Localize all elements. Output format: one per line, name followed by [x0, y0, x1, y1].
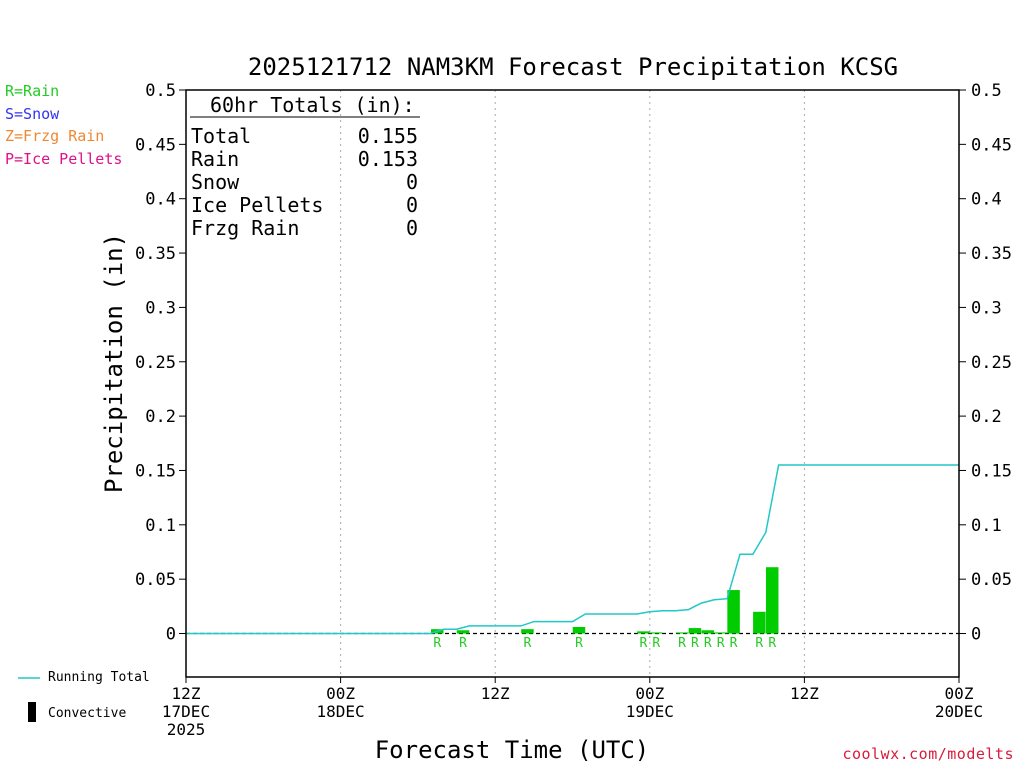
legend-ice-pellets: P=Ice Pellets — [5, 149, 123, 168]
totals-value-rain: 0.153 — [358, 147, 418, 171]
chart-title: 2025121712 NAM3KM Forecast Precipitation… — [248, 53, 898, 81]
precip-bar — [675, 632, 689, 634]
y-tick-label-right: 0.45 — [971, 135, 1012, 155]
precip-bar — [456, 630, 470, 634]
y-tick-label-right: 0.1 — [971, 516, 1002, 536]
precip-type-letter: R — [691, 636, 699, 651]
precip-type-legend: R=Rain S=Snow Z=Frzg Rain P=Ice Pellets — [5, 80, 122, 170]
y-tick-label-right: 0.5 — [971, 81, 1002, 101]
legend-frzg-rain: Z=Frzg Rain — [5, 127, 105, 145]
x-tick-label: 00Z — [945, 684, 974, 703]
x-tick-label: 2025 — [167, 720, 206, 739]
totals-value-snow: 0 — [406, 170, 418, 194]
y-tick-label-right: 0.4 — [971, 190, 1002, 210]
x-tick-label: 12Z — [172, 684, 201, 703]
precip-type-letter: R — [459, 636, 467, 651]
precip-type-letter: R — [639, 636, 647, 651]
x-tick-label: 00Z — [326, 684, 355, 703]
x-tick-label: 17DEC — [162, 702, 210, 721]
y-tick-label-right: 0.25 — [971, 353, 1012, 373]
totals-label-ice-pellets: Ice Pellets — [191, 193, 323, 217]
x-tick-label: 18DEC — [317, 702, 365, 721]
y-tick-label-left: 0.2 — [145, 407, 176, 427]
y-tick-label-left: 0.45 — [135, 135, 176, 155]
y-tick-label-right: 0.15 — [971, 461, 1012, 481]
y-tick-label-left: 0.35 — [135, 244, 176, 264]
precip-type-letter: R — [652, 636, 660, 651]
precip-bar — [650, 632, 663, 634]
precip-bar — [753, 611, 766, 634]
y-tick-label-left: 0.4 — [145, 190, 176, 210]
precip-bar — [714, 632, 727, 634]
precip-type-letter: R — [755, 636, 763, 651]
totals-value-ice-pellets: 0 — [406, 193, 418, 217]
x-tick-label: 12Z — [790, 684, 819, 703]
totals-label-rain: Rain — [191, 147, 239, 171]
precip-type-letter: R — [678, 636, 686, 651]
y-tick-label-right: 0.35 — [971, 244, 1012, 264]
running-total-line-group — [186, 464, 959, 635]
y-tick-label-left: 0.1 — [145, 516, 176, 536]
precip-type-letter: R — [575, 636, 583, 651]
x-tick-label: 00Z — [635, 684, 664, 703]
y-axis-label: Precipitation (in) — [100, 233, 128, 493]
totals-box: 60hr Totals (in): Total 0.155 Rain 0.153… — [190, 93, 420, 240]
x-tick-label: 12Z — [481, 684, 510, 703]
precip-bar — [637, 631, 650, 634]
totals-label-total: Total — [191, 124, 251, 148]
totals-heading: 60hr Totals (in): — [210, 93, 415, 117]
totals-label-snow: Snow — [191, 170, 240, 194]
precip-type-letter: R — [730, 636, 738, 651]
y-tick-label-left: 0 — [166, 625, 176, 645]
precip-type-letter: R — [524, 636, 532, 651]
y-tick-label-left: 0.5 — [145, 81, 176, 101]
precip-type-letter: R — [717, 636, 725, 651]
precip-bar — [727, 590, 740, 634]
y-tick-label-left: 0.15 — [135, 461, 176, 481]
y-axis-ticks: 0 00.05 0.050.1 0.10.15 0.150.2 0.20.25 0.250.… — [135, 81, 1012, 645]
running-total-line — [186, 464, 959, 635]
y-tick-label-right: 0.05 — [971, 570, 1012, 590]
legend-rain: R=Rain — [5, 82, 60, 100]
precip-type-letter: R — [768, 636, 776, 651]
y-tick-label-right: 0 — [971, 625, 981, 645]
y-tick-label-left: 0.25 — [135, 353, 176, 373]
precip-bar — [688, 628, 702, 634]
precip-bar — [521, 629, 534, 634]
grid-lines — [340, 90, 805, 677]
precip-bar — [572, 626, 586, 634]
convective-legend-label: Convective — [48, 706, 127, 721]
x-axis-label: Forecast Time (UTC) — [375, 736, 650, 764]
y-tick-label-right: 0.3 — [971, 298, 1002, 318]
precip-bar — [765, 567, 779, 634]
precip-bar — [701, 630, 715, 634]
y-tick-label-left: 0.3 — [145, 298, 176, 318]
totals-value-frzg-rain: 0 — [406, 216, 418, 240]
x-tick-label: 19DEC — [626, 702, 674, 721]
precip-type-letter: R — [704, 636, 712, 651]
totals-label-frzg-rain: Frzg Rain — [191, 216, 299, 240]
x-tick-label: 20DEC — [935, 702, 983, 721]
running-total-legend-label: Running Total — [48, 670, 150, 685]
legend-snow: S=Snow — [5, 104, 60, 123]
precip-bars — [431, 567, 779, 634]
precip-type-letter: R — [433, 636, 441, 651]
totals-value-total: 0.155 — [358, 124, 418, 148]
footer-credit: coolwx.com/modelts — [842, 745, 1014, 763]
plot-frame — [185, 89, 960, 678]
convective-legend-swatch — [28, 702, 36, 722]
y-tick-label-left: 0.05 — [135, 570, 176, 590]
y-tick-label-right: 0.2 — [971, 407, 1002, 427]
